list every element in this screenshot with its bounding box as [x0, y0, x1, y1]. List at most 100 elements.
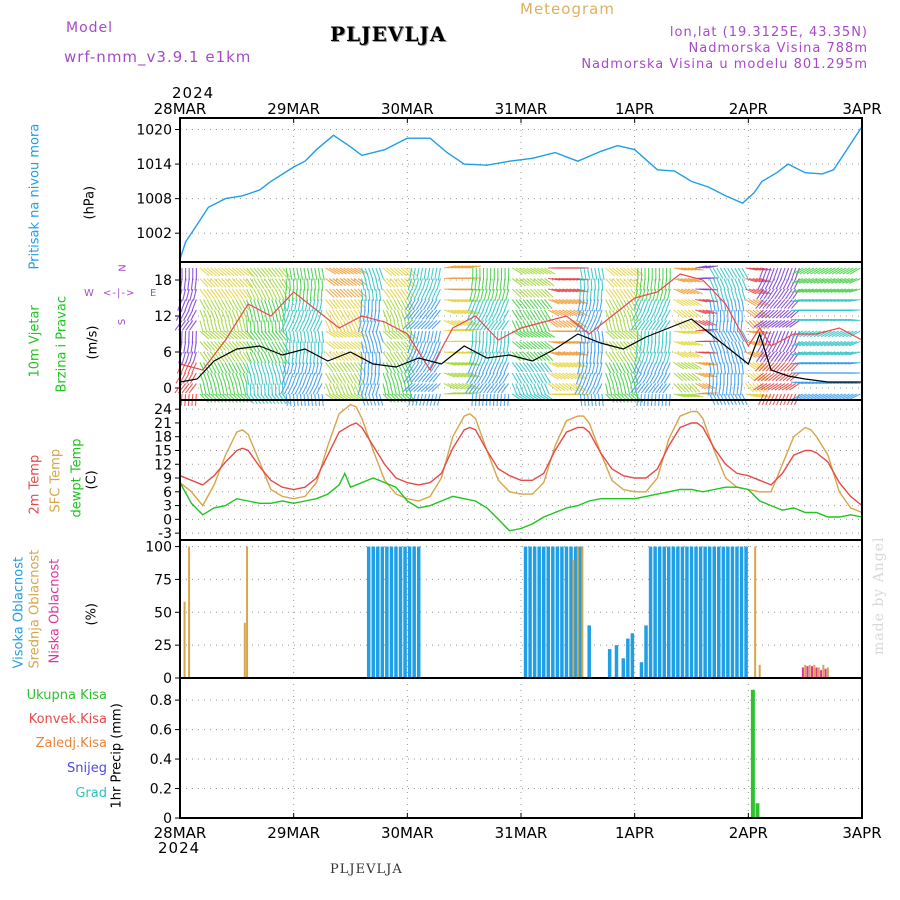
- wind-arrow: [469, 328, 482, 332]
- wind-arrow: [716, 351, 721, 364]
- wind-arrow: [434, 351, 441, 364]
- wind-arrow: [203, 267, 214, 277]
- temp-unit: (C): [84, 470, 100, 490]
- wind-arrow: [801, 298, 814, 302]
- compass-east: E: [150, 288, 158, 299]
- wind-arrow: [271, 288, 278, 301]
- wind-arrow: [716, 330, 723, 342]
- wind-arrow: [684, 299, 696, 307]
- wind-arrow: [291, 320, 298, 332]
- wind-arrow: [648, 383, 657, 394]
- wind-arrow: [734, 341, 740, 353]
- wind-arrow: [475, 299, 481, 311]
- wind-arrow: [684, 309, 695, 318]
- wind-arrow: [799, 267, 811, 275]
- wind-arrow: [421, 341, 427, 354]
- cloud-bar: [721, 546, 726, 678]
- cloud-bar: [564, 546, 569, 678]
- wind-arrow: [734, 362, 737, 375]
- wind-arrow: [677, 340, 689, 346]
- wind-arrow: [725, 383, 729, 396]
- wind-arrow: [537, 341, 548, 350]
- wind-arrow: [812, 288, 825, 293]
- wind-gust-line: [179, 273, 863, 372]
- wind-arrow: [413, 288, 420, 301]
- wind-arrow: [590, 278, 593, 291]
- wind-arrow: [242, 278, 252, 288]
- wind-arrow: [454, 361, 467, 366]
- wind-arrow: [845, 277, 858, 284]
- wind-arrow: [741, 288, 746, 301]
- cloud-bar: [822, 664, 825, 678]
- wind-arrow: [414, 372, 423, 383]
- wind-arrow: [328, 299, 338, 310]
- wind-arrow: [294, 383, 301, 395]
- wind-arrow: [278, 278, 286, 289]
- wind-arrow: [705, 265, 718, 269]
- wind-arrow: [328, 278, 340, 287]
- wind-arrow: [844, 298, 857, 302]
- wind-arrow: [249, 393, 258, 405]
- wind-arrow: [203, 320, 208, 333]
- wind-arrow: [594, 278, 596, 291]
- wind-arrow: [506, 341, 510, 354]
- wind-arrow: [346, 341, 357, 350]
- wind-arrow: [794, 298, 807, 302]
- wind-arrow: [684, 362, 695, 370]
- wind-arrow: [578, 383, 585, 395]
- wind-arrow: [430, 299, 438, 311]
- wind-arrow: [393, 288, 402, 300]
- precipitation-ytick-label: 0.8: [150, 693, 172, 709]
- wind-arrow: [242, 372, 248, 385]
- wind-arrow: [810, 267, 822, 275]
- wind-arrow: [734, 330, 741, 342]
- wind-arrow: [274, 320, 277, 333]
- wind-arrow: [425, 372, 434, 383]
- wind-arrow: [558, 320, 570, 328]
- wind-arrow: [677, 351, 689, 358]
- wind-arrow: [734, 288, 739, 301]
- wind-arrow: [206, 341, 216, 351]
- wind-arrow: [418, 309, 427, 320]
- wind-arrow: [551, 288, 564, 293]
- wind-arrow: [533, 278, 544, 287]
- cloud-bar: [801, 667, 804, 678]
- wind-arrow: [298, 351, 301, 364]
- wind-arrow: [816, 340, 829, 347]
- wind-arrow: [592, 351, 596, 364]
- wind-arrow: [782, 309, 793, 319]
- wind-arrow: [300, 362, 305, 375]
- wind-arrow: [471, 299, 477, 311]
- wind-arrow: [199, 330, 210, 340]
- wind-arrow: [526, 383, 532, 395]
- wind-arrow: [405, 351, 413, 364]
- wind-arrow: [206, 278, 216, 288]
- wind-arrow: [806, 393, 818, 400]
- wind-arrow: [737, 330, 745, 342]
- wind-arrow: [712, 299, 716, 312]
- wind-arrow: [271, 299, 277, 312]
- wind-arrow: [242, 330, 253, 340]
- wind-ytick-label: 18: [154, 273, 172, 289]
- wind-arrow: [296, 278, 299, 291]
- wind-arrow: [382, 351, 391, 363]
- wind-arrow: [256, 278, 265, 289]
- wind-arrow: [837, 351, 850, 356]
- wind-arrow: [420, 288, 427, 301]
- wind-arrow: [630, 320, 639, 331]
- wind-arrow: [734, 299, 738, 312]
- wind-arrow: [519, 288, 529, 298]
- wind-arrow: [404, 299, 411, 311]
- wind-arrow: [494, 351, 499, 364]
- wind-arrow: [409, 383, 420, 393]
- wind-arrow: [745, 351, 757, 358]
- cloud-bar: [376, 546, 380, 678]
- wind-arrow: [612, 362, 619, 374]
- wind-arrow: [691, 299, 703, 307]
- wind-arrow: [491, 372, 499, 384]
- wind-arrow: [332, 299, 341, 310]
- wind-arrow: [515, 299, 524, 310]
- wind-arrow: [498, 372, 506, 384]
- wind-arrow: [511, 278, 523, 287]
- wind-arrow: [239, 278, 249, 288]
